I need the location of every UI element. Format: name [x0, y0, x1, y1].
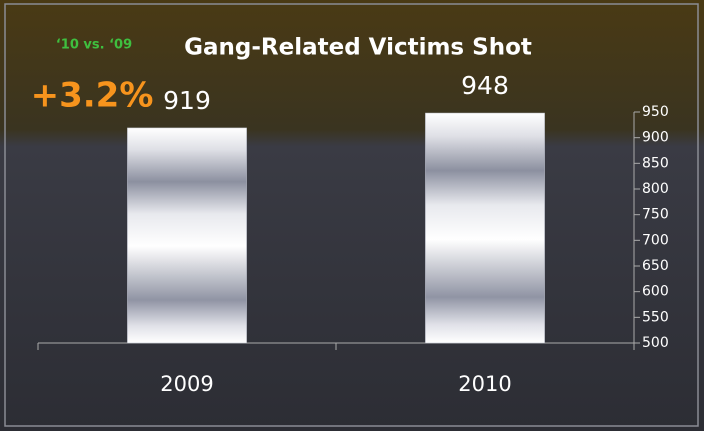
bar: [425, 112, 545, 344]
bar: [127, 127, 247, 344]
y-tick-label: 950: [642, 104, 669, 120]
y-tick-label: 600: [642, 284, 669, 300]
y-tick-label: 750: [642, 207, 669, 223]
data-label: 919: [163, 86, 211, 115]
data-label: 948: [461, 71, 509, 100]
y-tick-label: 900: [642, 130, 669, 146]
comparison-label: ‘10 vs. ‘09: [56, 38, 132, 53]
y-tick-label: 850: [642, 155, 669, 171]
frame: [4, 3, 699, 427]
y-tick-label: 550: [642, 309, 669, 325]
y-tick-label: 700: [642, 232, 669, 248]
x-tick-label: 2009: [160, 372, 213, 396]
y-tick-label: 500: [642, 335, 669, 351]
y-tick-label: 650: [642, 258, 669, 274]
change-label: +3.2%: [31, 76, 154, 116]
y-tick-label: 800: [642, 181, 669, 197]
chart-title: Gang-Related Victims Shot: [184, 35, 532, 61]
x-tick-label: 2010: [458, 372, 511, 396]
